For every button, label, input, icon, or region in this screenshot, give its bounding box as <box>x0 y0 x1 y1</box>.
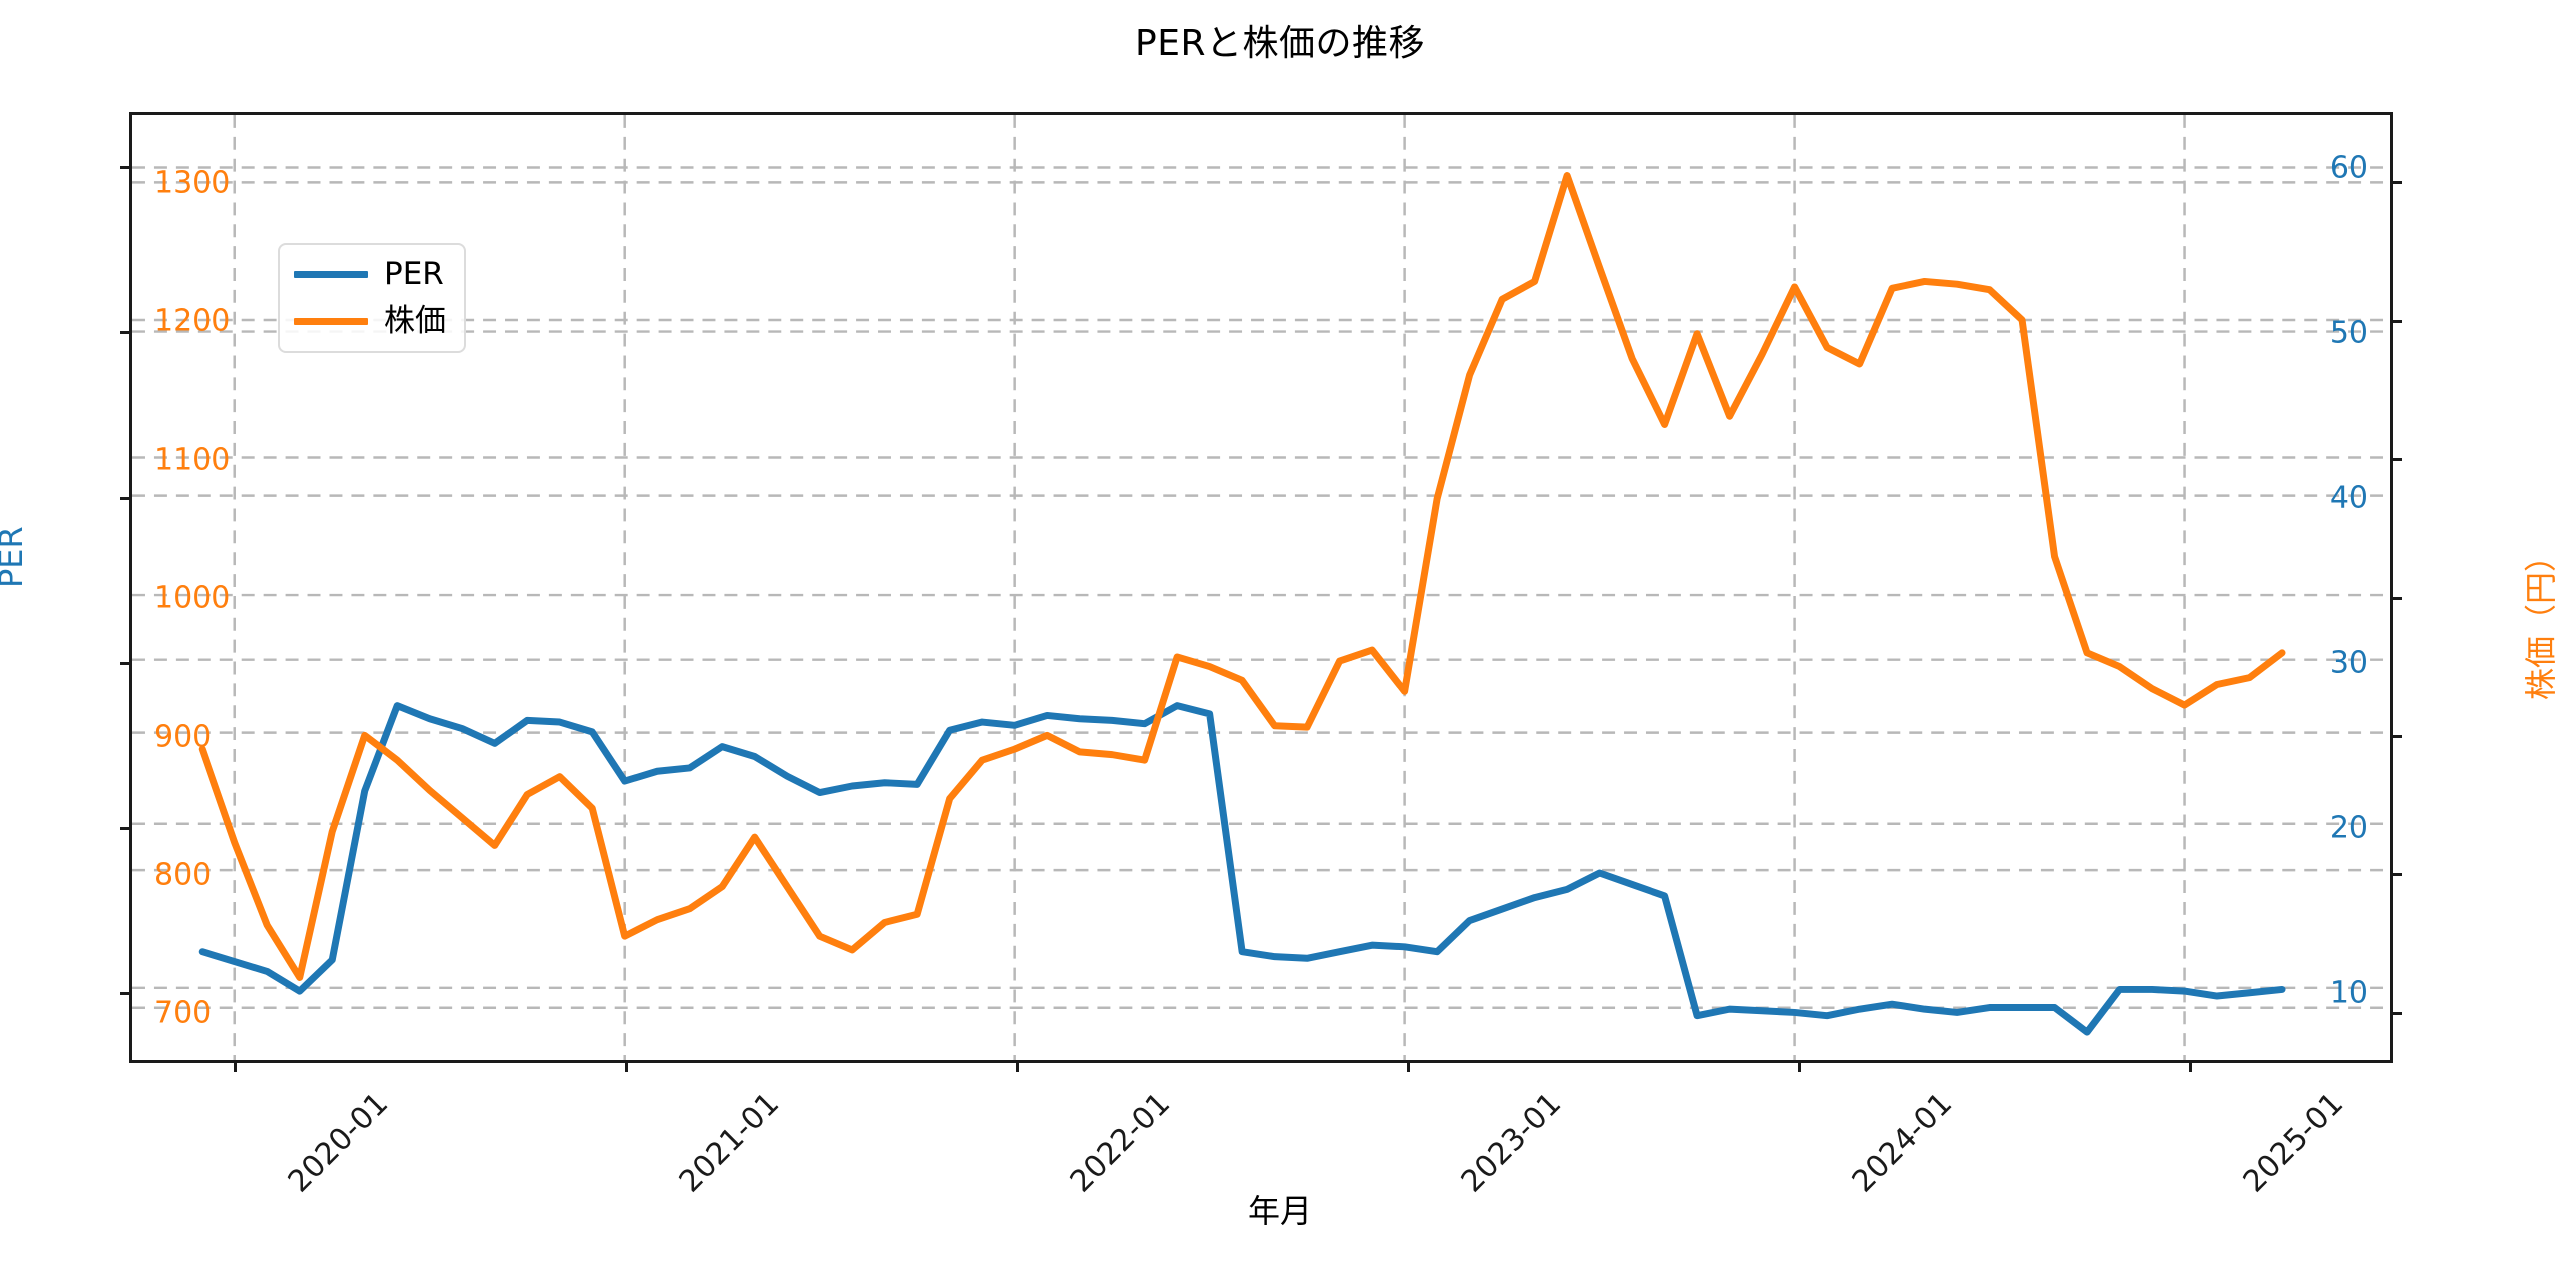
y-axis-right-title: 株価（円） <box>2522 539 2560 700</box>
y-axis-left-tick-mark <box>120 991 132 995</box>
y-axis-left-tick-label: 10 <box>2329 975 2368 1011</box>
series-line-株価 <box>198 172 2286 981</box>
y-axis-left-tick-label: 40 <box>2329 480 2368 516</box>
legend: PER 株価 <box>278 243 466 353</box>
x-axis-tick-mark <box>233 1060 237 1072</box>
y-axis-right-tick-mark <box>2390 319 2402 323</box>
y-axis-right-tick-label: 900 <box>154 719 212 755</box>
y-axis-right-tick-mark <box>2390 181 2402 185</box>
y-axis-left-tick-label: 50 <box>2329 315 2368 351</box>
x-axis-tick-mark <box>1406 1060 1410 1072</box>
y-axis-left-tick-mark <box>120 331 132 335</box>
y-axis-left-tick-label: 60 <box>2329 150 2368 186</box>
x-axis-tick-label: 2023-01 <box>1454 1086 1569 1200</box>
y-axis-left-tick-label: 20 <box>2329 810 2368 846</box>
legend-color-swatch <box>294 318 368 325</box>
y-axis-left-tick-mark <box>120 496 132 500</box>
chart-title: PERと株価の推移 <box>1135 23 1425 64</box>
series-lines <box>198 172 2286 1036</box>
y-axis-right-tick-label: 1000 <box>154 580 231 616</box>
x-axis-tick-mark <box>2188 1060 2192 1072</box>
legend-item-PER[interactable]: PER <box>294 259 446 290</box>
y-axis-right-tick-mark <box>2390 873 2402 877</box>
plot-area: 10 20 30 40 50 60 700 800 900 1000 1100 1200 1300 2… <box>120 112 2402 1199</box>
x-axis-tick-label: 2022-01 <box>1063 1086 1178 1200</box>
legend-color-swatch <box>294 271 368 278</box>
x-axis-tick-label: 2021-01 <box>672 1086 787 1200</box>
x-axis-title: 年月 <box>1247 1192 1312 1230</box>
y-axis-right-tick-mark <box>2390 735 2402 739</box>
y-axis-right-tick-label: 1300 <box>154 165 231 201</box>
y-axis-left-tick-mark <box>120 661 132 665</box>
legend-label: PER <box>384 256 444 292</box>
y-axis-left-tick-mark <box>120 826 132 830</box>
y-axis-left-tick-mark <box>120 166 132 170</box>
legend-label: 株価 <box>384 303 446 339</box>
x-axis-tick-label: 2020-01 <box>281 1086 396 1200</box>
y-axis-right-tick-mark <box>2390 1011 2402 1015</box>
x-axis-tick-mark <box>1797 1060 1801 1072</box>
legend-item-株価[interactable]: 株価 <box>294 306 446 337</box>
y-axis-right-tick-mark <box>2390 458 2402 462</box>
x-axis-tick-label: 2024-01 <box>1845 1086 1960 1200</box>
x-axis-tick-mark <box>624 1060 628 1072</box>
y-axis-right-tick-label: 700 <box>154 995 212 1031</box>
y-axis-right-tick-label: 800 <box>154 857 212 893</box>
y-axis-right-tick-label: 1100 <box>154 442 231 478</box>
y-axis-right-tick-label: 1200 <box>154 303 231 339</box>
x-axis-tick-label: 2025-01 <box>2236 1086 2351 1200</box>
y-axis-left-tick-label: 30 <box>2329 645 2368 681</box>
x-axis-tick-mark <box>1015 1060 1019 1072</box>
y-axis-right-tick-mark <box>2390 596 2402 600</box>
series-line-PER <box>198 702 2286 1036</box>
y-axis-left-title: PER <box>0 526 30 588</box>
